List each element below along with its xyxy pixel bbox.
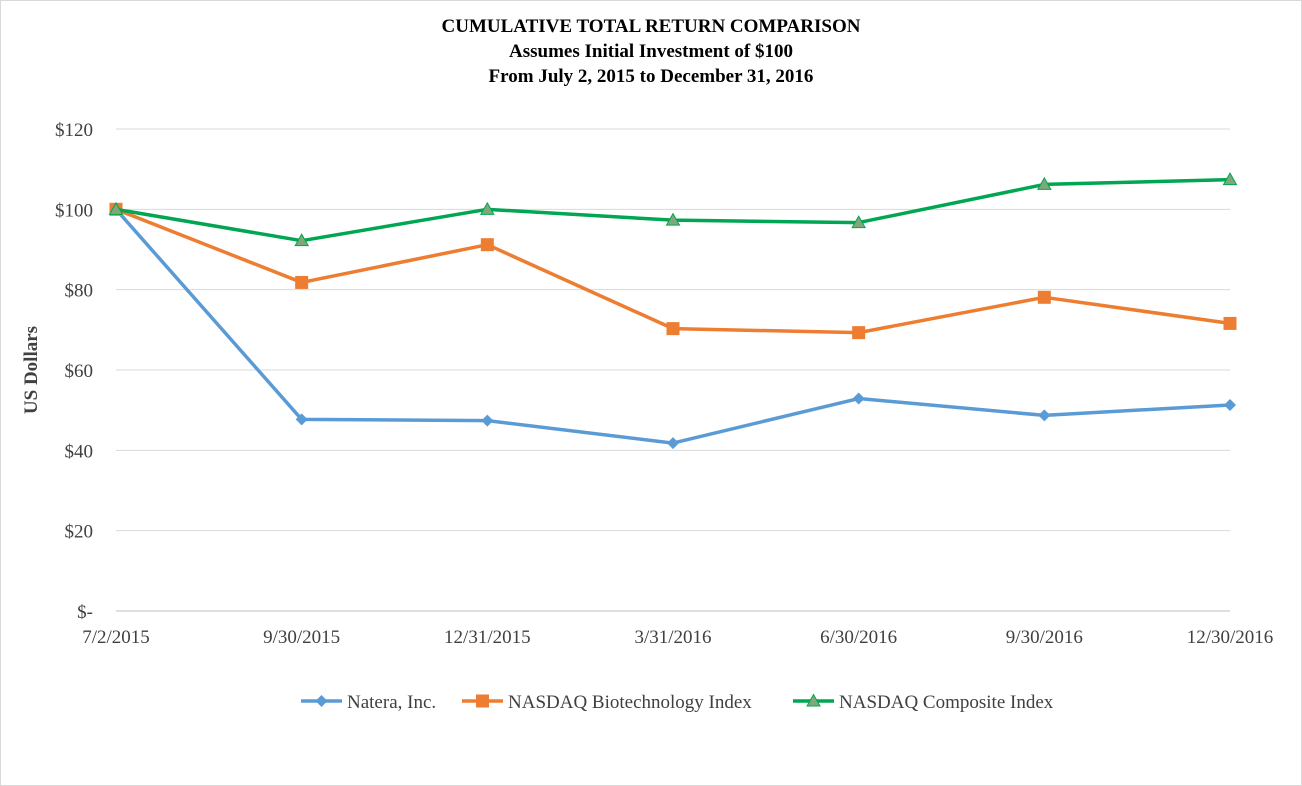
legend-label-nasdaq-biotech: NASDAQ Biotechnology Index <box>508 692 752 713</box>
data-point-nasdaq-biotech <box>480 238 494 252</box>
y-tick-label: $80 <box>65 281 94 302</box>
data-point-nasdaq-biotech <box>852 326 866 340</box>
data-point-nasdaq-composite <box>479 201 495 215</box>
legend-marker-nasdaq-biotech <box>476 694 489 708</box>
data-point-nasdaq-composite <box>1222 172 1238 186</box>
data-point-natera <box>667 437 679 450</box>
legend: Natera, Inc. NASDAQ Biotechnology Index NA… <box>301 692 1054 713</box>
data-point-nasdaq-composite <box>108 201 124 215</box>
data-point-natera <box>1038 409 1051 422</box>
y-axis-ticks: $- $20 $40 $60 $80 $100 $120 <box>55 120 93 623</box>
y-axis-label: US Dollars <box>21 326 42 414</box>
y-tick-label: $20 <box>65 522 94 543</box>
legend-label-natera: Natera, Inc. <box>347 692 436 713</box>
data-point-nasdaq-biotech <box>1037 290 1051 304</box>
y-tick-label: $100 <box>55 200 93 221</box>
data-point-natera <box>481 414 494 427</box>
x-tick-label: 3/31/2016 <box>634 627 711 648</box>
legend-marker-nasdaq-composite <box>806 693 821 707</box>
series-line-nasdaq-composite <box>114 177 1232 243</box>
y-tick-label: $40 <box>65 441 94 462</box>
gridlines <box>116 128 1230 612</box>
x-axis-ticks: 7/2/2015 9/30/2015 12/31/2015 3/31/2016 6/30… <box>82 627 1273 648</box>
chart-date-range: From July 2, 2015 to December 31, 2016 <box>488 66 814 87</box>
data-point-nasdaq-composite <box>1036 176 1052 190</box>
data-point-natera <box>852 392 865 405</box>
data-point-natera <box>295 413 308 426</box>
y-tick-label: $120 <box>55 120 93 141</box>
series-line-nasdaq-biotech <box>114 207 1232 335</box>
x-tick-label: 7/2/2015 <box>82 627 150 648</box>
chart-subtitle: Assumes Initial Investment of $100 <box>509 41 793 62</box>
data-point-nasdaq-biotech <box>666 322 680 336</box>
data-point-nasdaq-biotech <box>295 275 309 289</box>
x-tick-label: 6/30/2016 <box>820 627 897 648</box>
legend-marker-natera <box>315 695 328 707</box>
x-tick-label: 12/30/2016 <box>1187 627 1274 648</box>
data-point-nasdaq-composite <box>665 212 681 226</box>
y-tick-label: $60 <box>65 361 94 382</box>
x-tick-label: 12/31/2015 <box>444 627 531 648</box>
legend-label-nasdaq-composite: NASDAQ Composite Index <box>839 692 1054 713</box>
data-point-nasdaq-composite <box>294 233 310 247</box>
x-tick-label: 9/30/2016 <box>1006 627 1083 648</box>
data-point-natera <box>1224 398 1236 411</box>
series-nasdaq-composite <box>108 172 1238 247</box>
data-point-nasdaq-composite <box>851 215 867 229</box>
chart-title-block: CUMULATIVE TOTAL RETURN COMPARISON Assum… <box>0 14 1302 89</box>
x-tick-label: 9/30/2015 <box>263 627 340 648</box>
data-point-nasdaq-biotech <box>1223 316 1237 330</box>
chart-title: CUMULATIVE TOTAL RETURN COMPARISON <box>441 16 861 37</box>
y-tick-label: $- <box>77 602 93 623</box>
series-group <box>108 172 1238 450</box>
